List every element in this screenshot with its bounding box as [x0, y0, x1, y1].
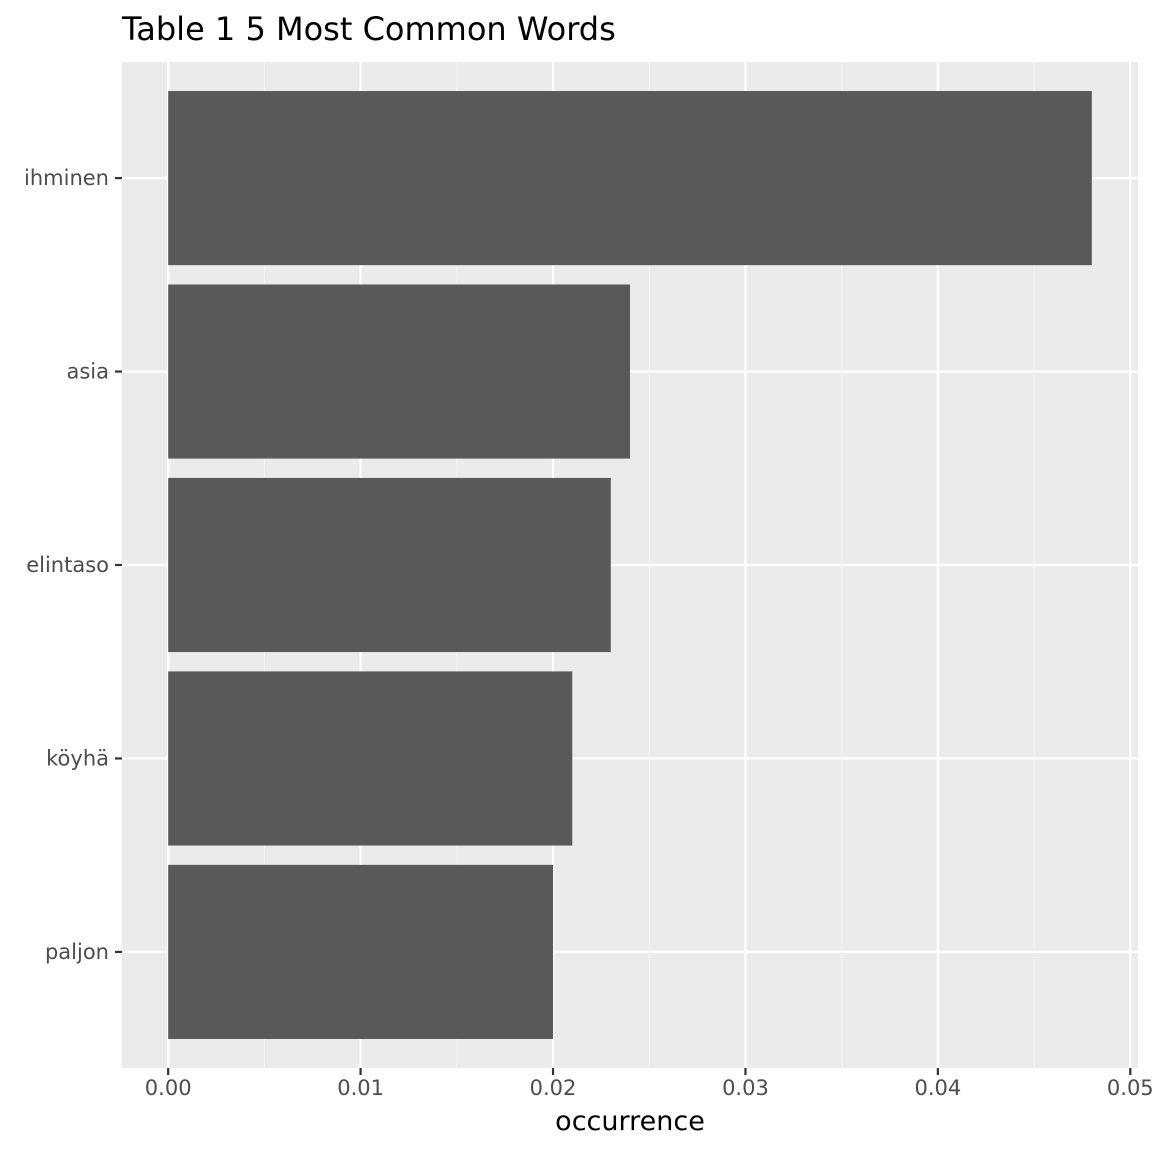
y-axis: ihminen asia elintaso köyhä paljon: [24, 166, 122, 964]
bars: [168, 91, 1092, 1039]
x-tick-label: 0.03: [722, 1076, 769, 1100]
chart-title: Table 1 5 Most Common Words: [121, 10, 616, 48]
bar-köyhä: [168, 671, 573, 846]
x-tick-label: 0.01: [337, 1076, 384, 1100]
bar-ihminen: [168, 91, 1092, 266]
x-tick-label: 0.05: [1107, 1076, 1152, 1100]
y-tick-label: elintaso: [26, 553, 109, 577]
bar-paljon: [168, 864, 554, 1039]
y-tick-label: asia: [66, 360, 109, 384]
bar-elintaso: [168, 477, 611, 653]
x-axis: 0.00 0.01 0.02 0.03 0.04 0.05: [145, 1068, 1152, 1100]
x-tick-label: 0.04: [914, 1076, 961, 1100]
y-tick-label: paljon: [45, 940, 109, 964]
x-axis-title: occurrence: [555, 1106, 705, 1137]
x-tick-label: 0.02: [530, 1076, 577, 1100]
bar-asia: [168, 284, 630, 459]
y-tick-label: köyhä: [46, 746, 109, 770]
x-tick-label: 0.00: [145, 1076, 192, 1100]
y-tick-label: ihminen: [24, 166, 109, 190]
